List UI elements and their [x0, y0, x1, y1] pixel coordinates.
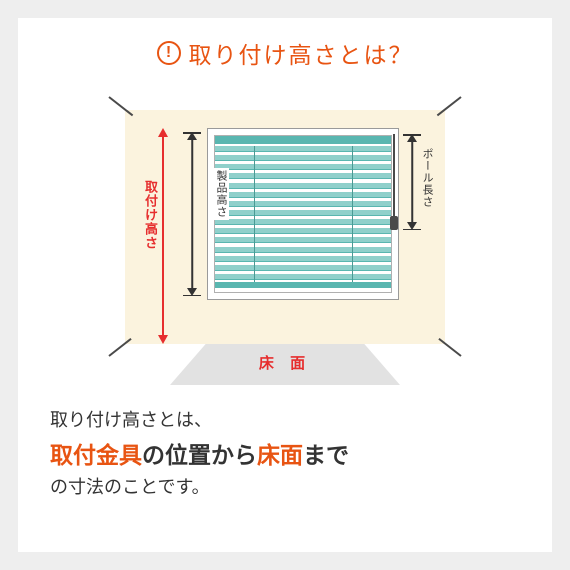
- blind-slat: [215, 201, 391, 207]
- blind-slat: [215, 155, 391, 161]
- floor-label: 床 面: [259, 352, 311, 373]
- blind-cord: [254, 146, 255, 282]
- desc-hl-2: 床面: [257, 442, 303, 468]
- blind-slat: [215, 219, 391, 225]
- blind-headrail: [215, 136, 391, 144]
- corner-line: [437, 96, 462, 116]
- arrow-line: [411, 140, 413, 224]
- window-frame: [207, 128, 399, 300]
- desc-line-3: の寸法のことです。: [50, 472, 520, 503]
- arrow-tick: [183, 295, 201, 297]
- blind-pole: [393, 134, 395, 220]
- blind-slat: [215, 146, 391, 152]
- blind-slat: [215, 183, 391, 189]
- blind-slat: [215, 274, 391, 280]
- pole-length-arrow: [407, 134, 417, 230]
- blind-slat: [215, 256, 391, 262]
- desc-hl-1: 取付金具: [50, 442, 142, 468]
- desc-line-1: 取り付け高さとは、: [50, 405, 520, 436]
- info-card: ! 取り付け高さとは？ 取付け高さ: [18, 18, 552, 552]
- warning-icon: !: [157, 41, 181, 65]
- title-text: 取り付け高さとは？: [189, 36, 414, 70]
- arrow-line: [162, 134, 164, 338]
- blind-slat: [215, 192, 391, 198]
- title-row: ! 取り付け高さとは？: [18, 18, 552, 70]
- desc-line-2: 取付金具の位置から床面まで: [50, 438, 520, 473]
- pole-length-label: ポール長さ: [419, 148, 435, 208]
- corner-line: [108, 338, 131, 357]
- blind-slat: [215, 237, 391, 243]
- blind-slat: [215, 173, 391, 179]
- arrow-line: [191, 138, 193, 290]
- blind-slat: [215, 164, 391, 170]
- warning-icon-glyph: !: [166, 45, 171, 61]
- arrow-head-icon: [158, 335, 168, 344]
- desc-mid-2: まで: [303, 442, 349, 468]
- blind-cord: [352, 146, 353, 282]
- corner-line: [438, 338, 461, 357]
- description: 取り付け高さとは、 取付金具の位置から床面まで の寸法のことです。: [18, 377, 552, 503]
- blind-pole-knob: [390, 216, 398, 230]
- blind-slats: [215, 146, 391, 280]
- blind-slat: [215, 210, 391, 216]
- mounting-height-label: 取付け高さ: [141, 180, 160, 250]
- product-height-label: 製品高さ: [213, 168, 229, 220]
- product-height-arrow: [187, 132, 197, 296]
- diagram: 取付け高さ 製品高さ ポール長さ 床 面: [99, 92, 471, 377]
- corner-line: [108, 96, 133, 116]
- arrow-tick: [403, 229, 421, 231]
- desc-mid-1: の位置から: [142, 442, 257, 468]
- blind-slat: [215, 265, 391, 271]
- blind-slat: [215, 228, 391, 234]
- blind-bottomrail: [215, 282, 391, 288]
- blind-slat: [215, 247, 391, 253]
- blind: [214, 135, 392, 293]
